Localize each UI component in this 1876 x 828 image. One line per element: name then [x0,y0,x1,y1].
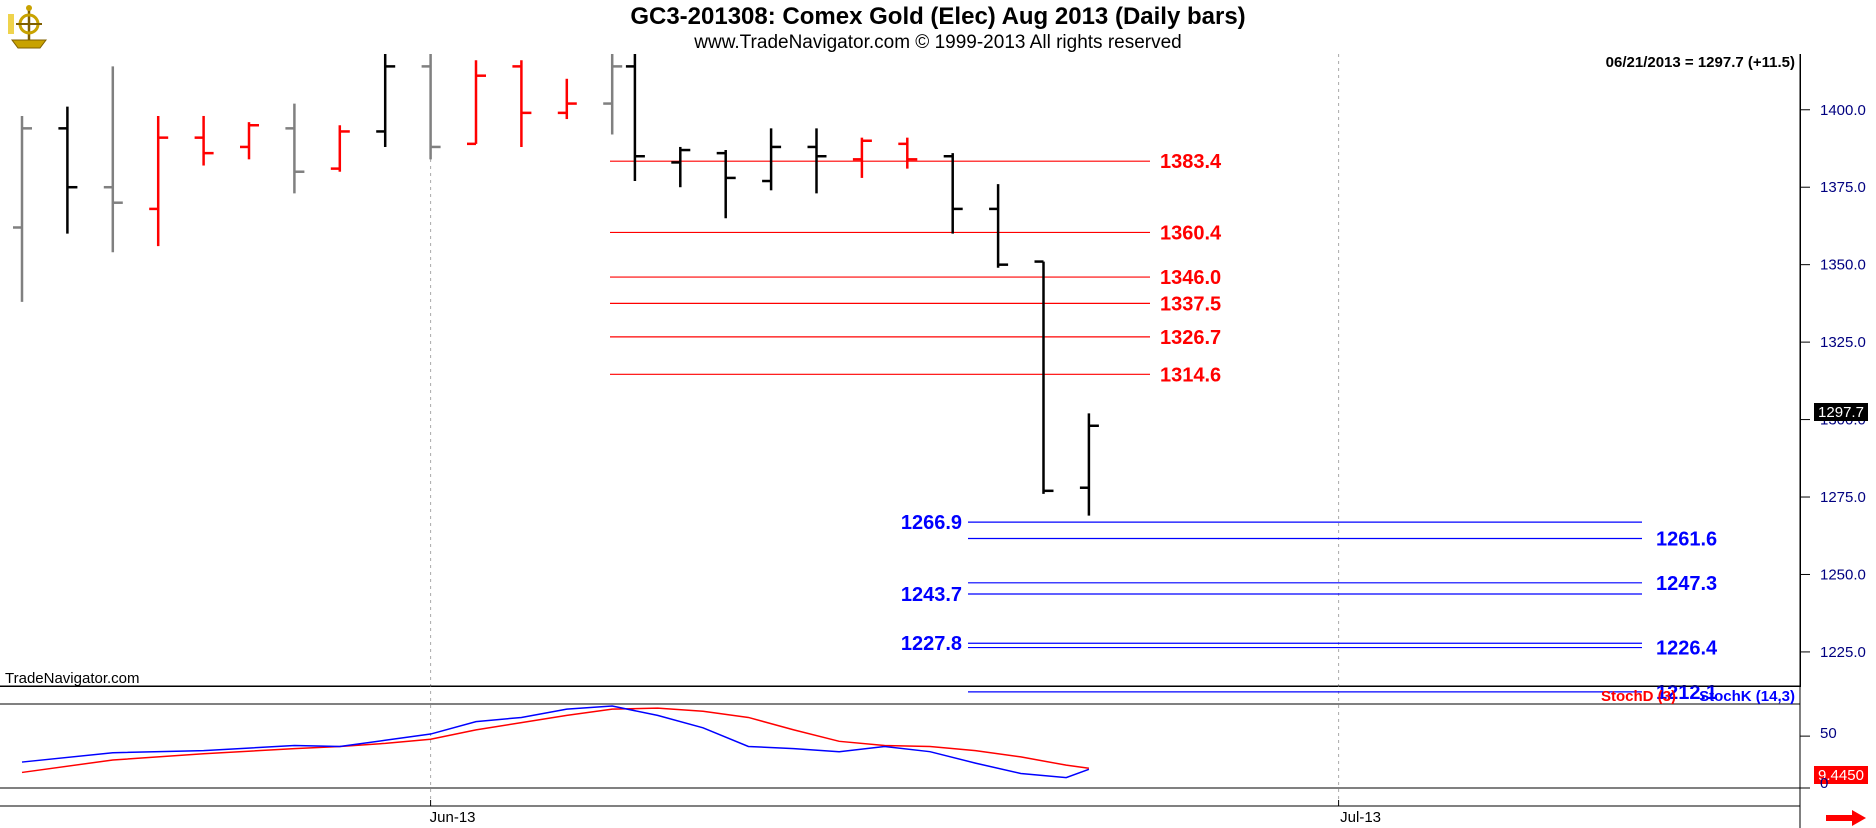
stoch-value-box [1814,766,1868,784]
price-panel-bg [0,54,1800,686]
price-tick-label: 1350.0 [1820,257,1866,274]
stoch-value-label: 9.4450 [1818,767,1864,784]
support-label: 1212.1 [1656,682,1717,704]
stoch-tick-0: 0 [1820,775,1828,792]
trade-navigator-logo-icon [8,5,47,49]
price-tick-label: 1250.0 [1820,566,1866,583]
resistance-label: 1314.6 [1160,364,1221,386]
support-label: 1247.3 [1656,573,1717,595]
stochd-line [21,707,1090,774]
chart-header: GC3-201308: Comex Gold (Elec) Aug 2013 (… [0,0,1876,54]
price-tick-label: 1375.0 [1820,179,1866,196]
date-tick-label: Jul-13 [1340,809,1381,826]
stoch-tick-50: 50 [1820,725,1837,742]
price-tick-label: 1275.0 [1820,489,1866,506]
date-tick-label: Jun-13 [430,809,476,826]
price-tick-label: 1225.0 [1820,644,1866,661]
price-tick-label: 1325.0 [1820,334,1866,351]
price-tick-label: 1400.0 [1820,102,1866,119]
fibonacci-levels: 1383.4 1360.4 1346.0 1337.5 1326.7 1314.6 1266… [610,151,1718,704]
last-price-label: 1297.7 [1818,404,1864,421]
resistance-label: 1337.5 [1160,293,1221,315]
price-info: 06/21/2013 = 1297.7 (+11.5) [1606,54,1795,71]
scroll-right-arrow-icon[interactable] [1826,810,1866,826]
support-label: 1266.9 [901,512,962,534]
chart-title: GC3-201308: Comex Gold (Elec) Aug 2013 (… [630,3,1246,30]
last-price-box [1814,403,1868,421]
stochd-legend: StochD (3) [1601,688,1676,705]
watermark: TradeNavigator.com [5,670,140,687]
date-axis: Jun-13 Jul-13 [0,800,1800,826]
stochk-legend: StochK (14,3) [1699,688,1795,705]
ohlc-bars [13,54,1099,516]
price-axis: 1400.01375.01350.01325.01300.01275.01250… [1799,54,1866,828]
resistance-label: 1326.7 [1160,327,1221,349]
stochk-line [21,705,1090,779]
resistance-label: 1383.4 [1160,151,1222,173]
grid-lines [0,54,1800,800]
copyright-line: www.TradeNavigator.com © 1999-2013 All r… [694,32,1182,53]
resistance-label: 1360.4 [1160,222,1222,244]
resistance-label: 1346.0 [1160,267,1221,289]
stochastic-panel [0,685,1810,789]
support-label: 1243.7 [901,584,962,606]
support-label: 1261.6 [1656,529,1717,551]
support-label: 1227.8 [901,633,962,655]
support-label: 1226.4 [1656,638,1718,660]
